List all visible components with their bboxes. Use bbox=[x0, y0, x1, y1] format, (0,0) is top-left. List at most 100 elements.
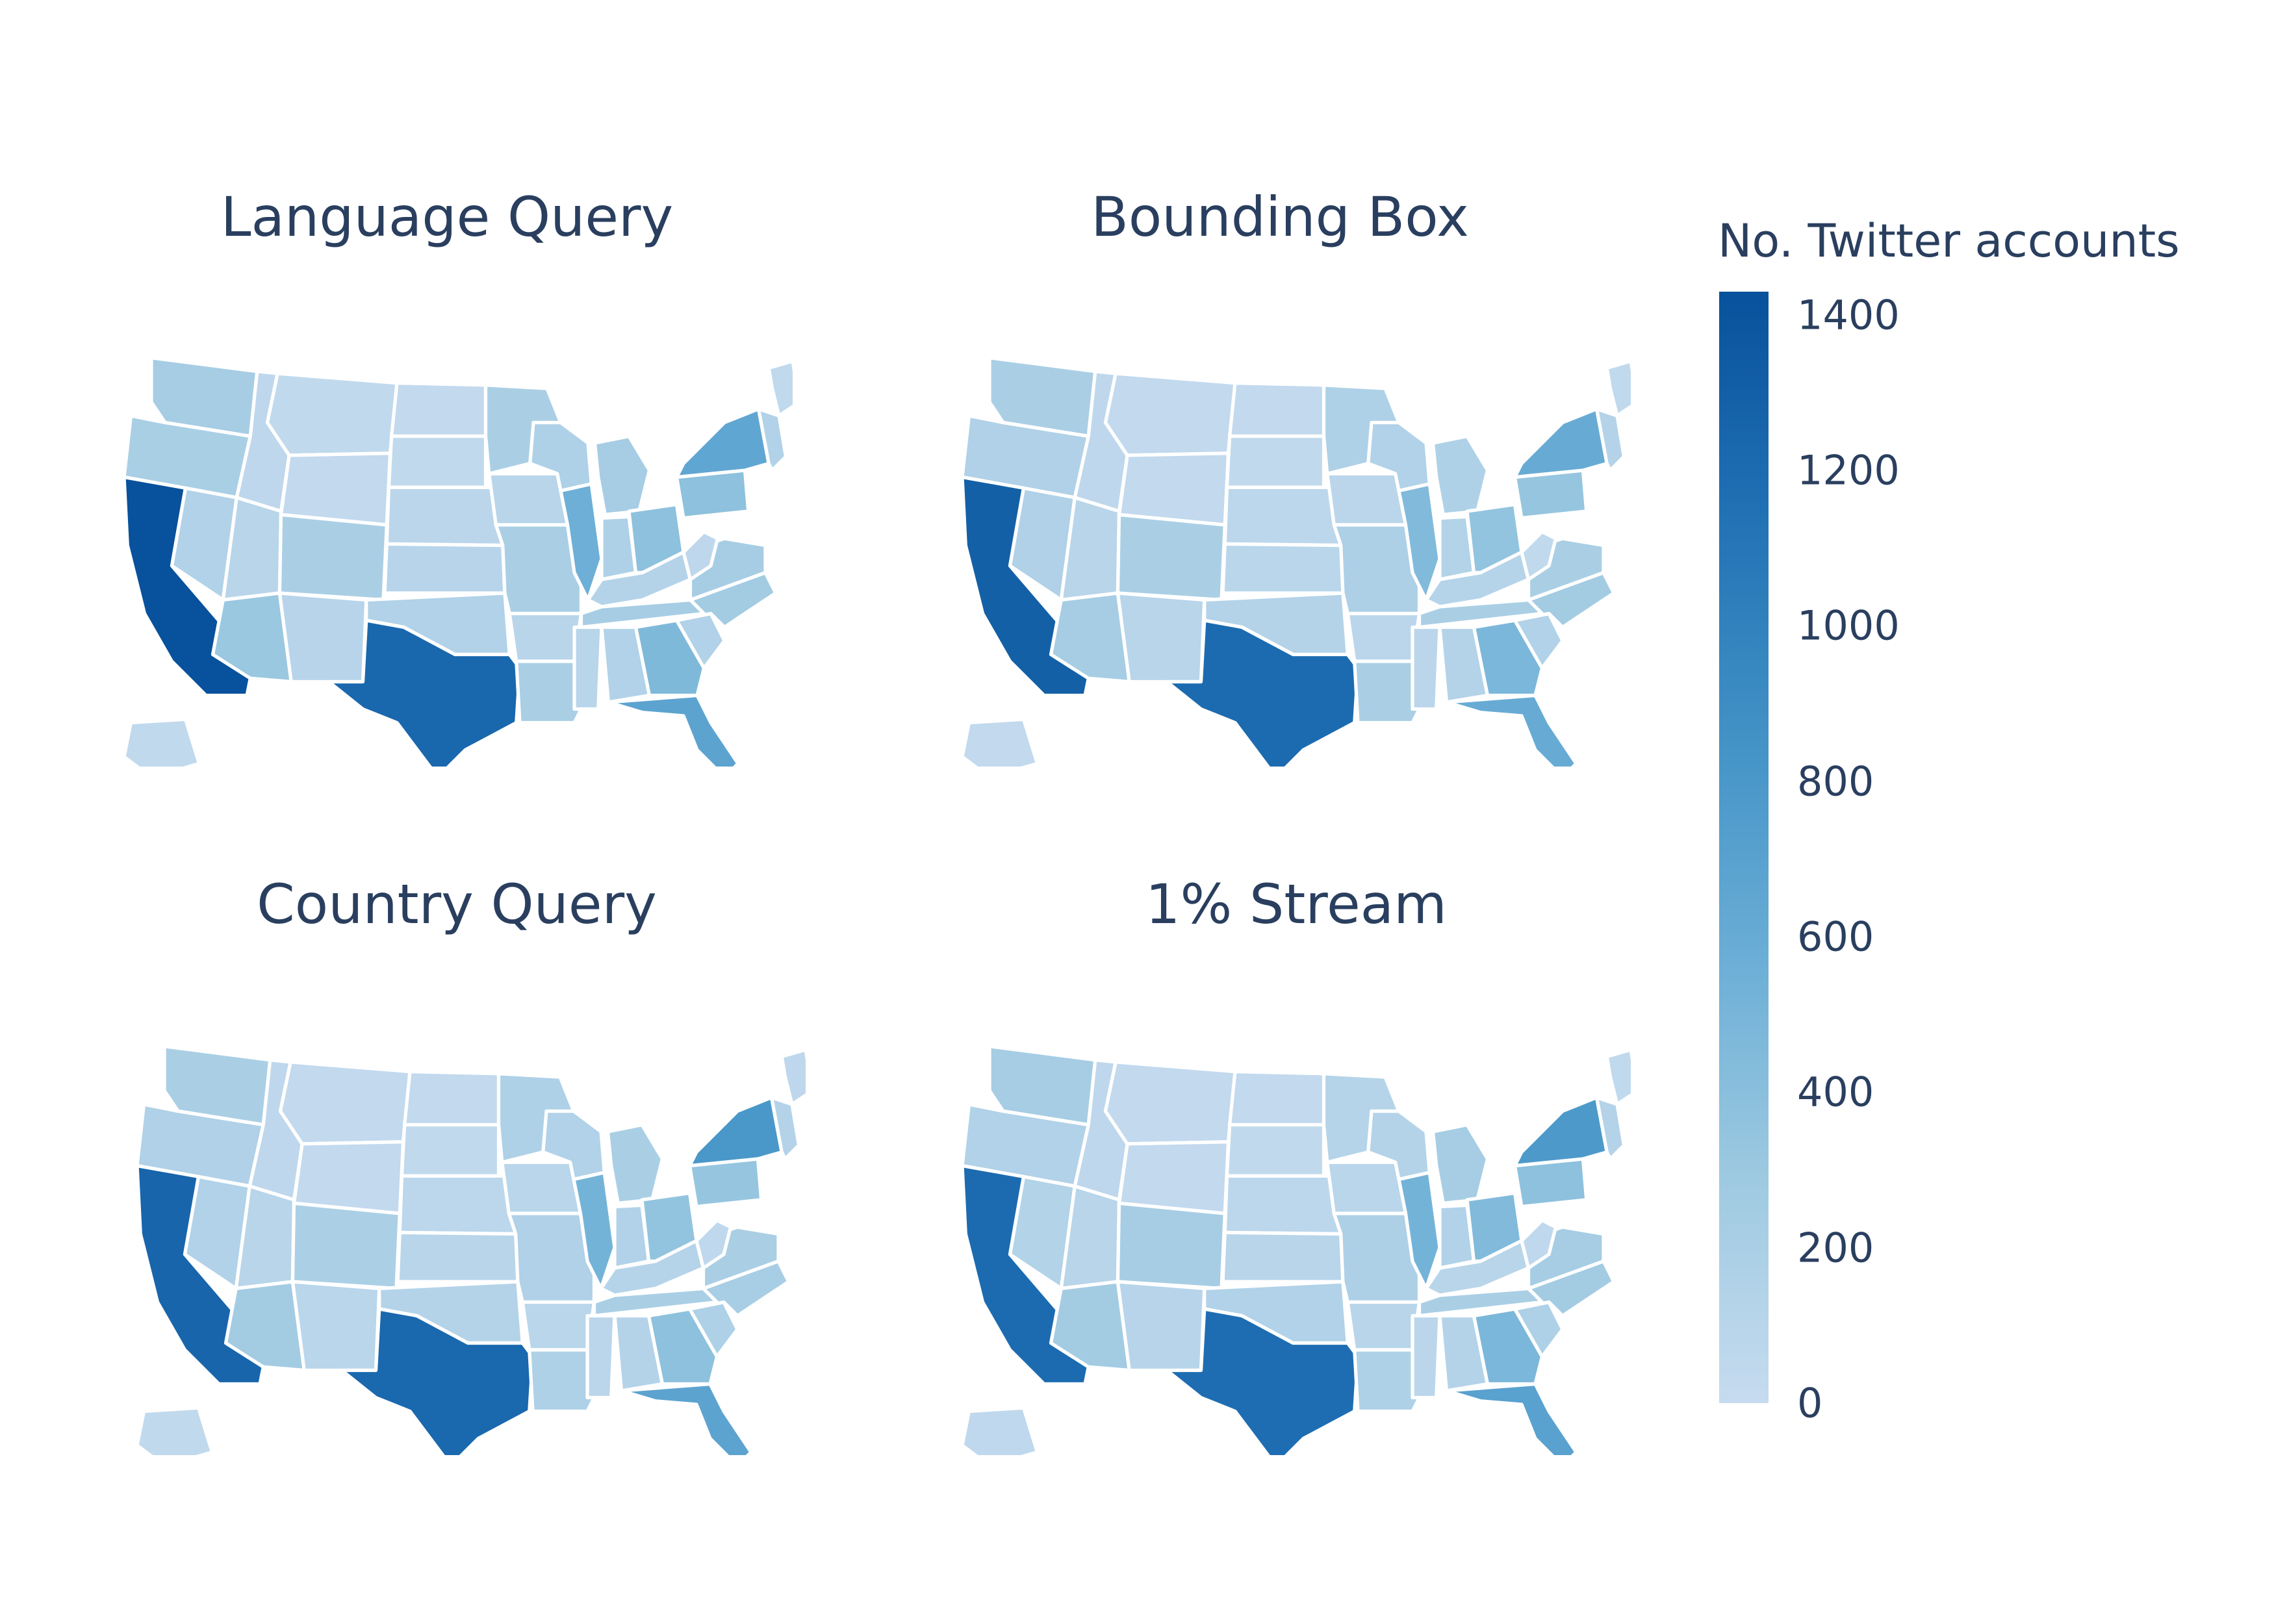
state-nd bbox=[389, 381, 488, 438]
state-sd bbox=[387, 434, 488, 489]
state-ar bbox=[1346, 1300, 1422, 1352]
colorbar-tick-label: 1200 bbox=[1797, 446, 1900, 494]
state-sd bbox=[400, 1123, 501, 1178]
state-ne bbox=[1223, 485, 1343, 548]
state-sd bbox=[1225, 434, 1326, 489]
state-mt bbox=[1103, 1060, 1237, 1146]
map-title-country-query: Country Query bbox=[257, 872, 657, 936]
colorbar-tick-label: 0 bbox=[1797, 1379, 1823, 1427]
state-sd bbox=[1225, 1123, 1326, 1178]
state-ms bbox=[572, 625, 604, 711]
state-ar bbox=[520, 1300, 596, 1352]
state-wy bbox=[279, 451, 392, 527]
state-ks bbox=[1221, 1230, 1345, 1284]
colorbar-tick-label: 800 bbox=[1797, 757, 1874, 806]
state-ny bbox=[674, 407, 771, 479]
state-ne-small bbox=[1594, 407, 1626, 472]
state-ks bbox=[396, 1230, 520, 1284]
state-me bbox=[767, 359, 793, 418]
state-az bbox=[1049, 591, 1131, 684]
map-title-language-query: Language Query bbox=[220, 185, 674, 249]
state-nm bbox=[1116, 591, 1207, 684]
state-ny bbox=[1513, 1095, 1609, 1168]
choropleth-map-1pct-stream bbox=[960, 1045, 1631, 1455]
state-mt bbox=[278, 1060, 412, 1146]
state-ak bbox=[960, 1406, 1040, 1455]
state-ne bbox=[398, 1174, 518, 1236]
state-mi bbox=[1431, 1123, 1490, 1205]
state-nd bbox=[402, 1069, 501, 1127]
map-title-bounding-box: Bounding Box bbox=[1091, 185, 1469, 249]
state-ks bbox=[1221, 542, 1345, 595]
state-co bbox=[1116, 1201, 1227, 1291]
state-fl bbox=[1444, 1382, 1578, 1455]
colorbar-tick-label: 1400 bbox=[1797, 291, 1900, 339]
state-ks bbox=[383, 542, 507, 595]
state-me bbox=[1605, 1048, 1631, 1106]
state-ak bbox=[960, 717, 1040, 767]
colorbar bbox=[1719, 292, 1769, 1403]
state-ms bbox=[1411, 625, 1442, 711]
state-ia bbox=[1325, 1160, 1408, 1215]
state-nm bbox=[1116, 1280, 1207, 1373]
state-co bbox=[1116, 513, 1227, 602]
state-nm bbox=[290, 1280, 381, 1373]
state-ak bbox=[135, 1406, 214, 1455]
state-nc bbox=[1513, 570, 1616, 629]
state-fl bbox=[619, 1382, 753, 1455]
state-nc bbox=[674, 570, 778, 629]
state-ne bbox=[1223, 1174, 1343, 1236]
choropleth-map-language-query bbox=[122, 356, 793, 767]
state-nm bbox=[277, 591, 368, 684]
state-ne-small bbox=[1594, 1095, 1626, 1161]
state-ne-small bbox=[756, 407, 788, 472]
state-wv bbox=[682, 529, 720, 581]
state-me bbox=[780, 1048, 806, 1106]
state-nc bbox=[1513, 1259, 1616, 1318]
state-ia bbox=[500, 1160, 583, 1215]
colorbar-tick-label: 400 bbox=[1797, 1068, 1874, 1116]
state-fl bbox=[1444, 693, 1578, 767]
colorbar-tick-label: 600 bbox=[1797, 913, 1874, 961]
colorbar-tick-label: 1000 bbox=[1797, 602, 1900, 650]
state-wy bbox=[1117, 1140, 1231, 1215]
state-tx bbox=[340, 1307, 535, 1455]
state-fl bbox=[606, 693, 740, 767]
state-ms bbox=[585, 1313, 617, 1400]
state-tx bbox=[327, 618, 522, 767]
state-me bbox=[1605, 359, 1631, 418]
state-wv bbox=[695, 1218, 733, 1270]
state-co bbox=[277, 513, 389, 602]
state-ne-small bbox=[769, 1095, 801, 1161]
state-wv bbox=[1520, 529, 1558, 581]
choropleth-map-bounding-box bbox=[960, 356, 1631, 767]
colorbar-tick-label: 200 bbox=[1797, 1224, 1874, 1272]
map-title-1pct-stream: 1% Stream bbox=[1145, 872, 1447, 936]
state-nd bbox=[1227, 381, 1326, 438]
state-mi bbox=[606, 1123, 665, 1205]
state-az bbox=[224, 1280, 306, 1373]
state-wy bbox=[292, 1140, 405, 1215]
state-wy bbox=[1117, 451, 1231, 527]
state-co bbox=[290, 1201, 402, 1291]
state-mi bbox=[593, 434, 652, 516]
state-ms bbox=[1411, 1313, 1442, 1400]
state-ny bbox=[1513, 407, 1609, 479]
state-ia bbox=[487, 472, 570, 527]
state-ny bbox=[687, 1095, 784, 1168]
state-mt bbox=[1103, 372, 1237, 457]
state-ar bbox=[507, 611, 583, 663]
state-ak bbox=[122, 717, 201, 767]
state-wv bbox=[1520, 1218, 1558, 1270]
state-az bbox=[211, 591, 293, 684]
state-tx bbox=[1165, 618, 1360, 767]
state-mt bbox=[265, 372, 399, 457]
state-az bbox=[1049, 1280, 1131, 1373]
state-mi bbox=[1431, 434, 1490, 516]
colorbar-title: No. Twitter accounts bbox=[1718, 214, 2180, 268]
state-tx bbox=[1165, 1307, 1360, 1455]
state-nd bbox=[1227, 1069, 1326, 1127]
choropleth-map-country-query bbox=[135, 1045, 806, 1455]
state-ne bbox=[385, 485, 505, 548]
